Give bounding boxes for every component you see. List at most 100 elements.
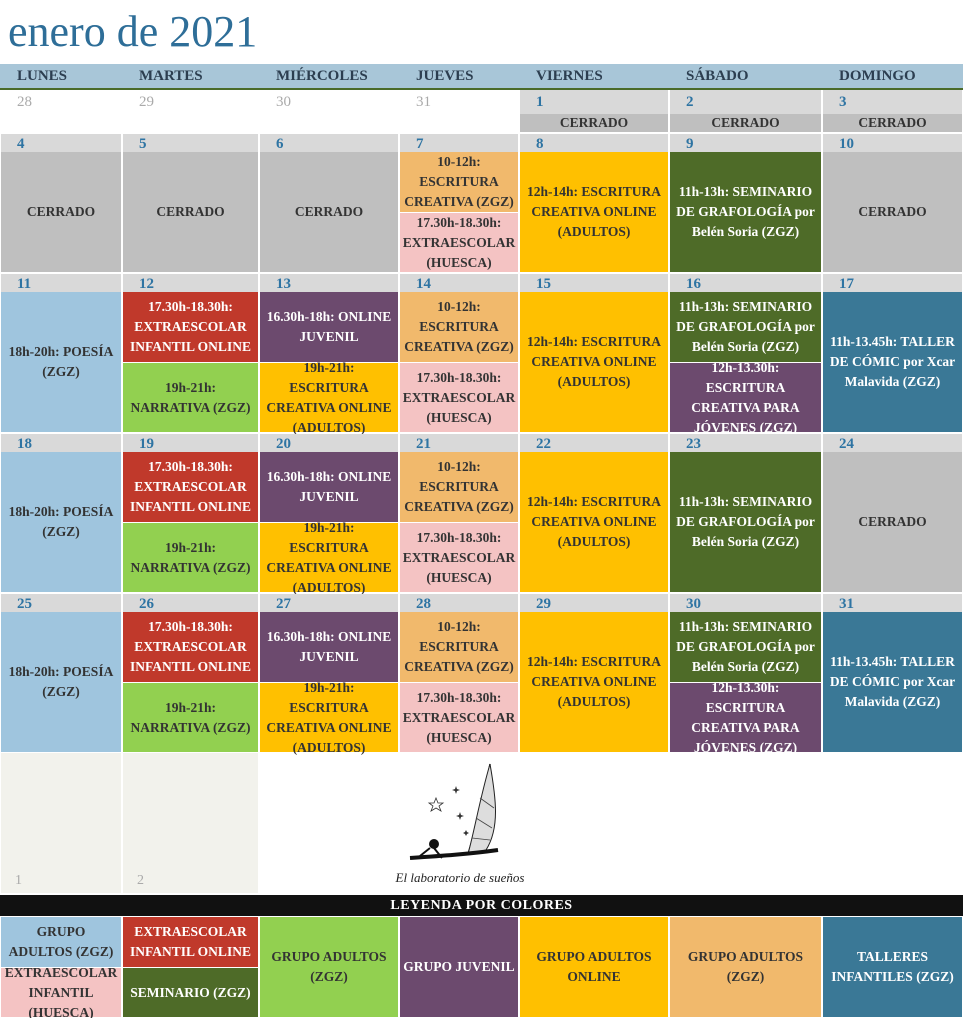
legend-item: GRUPO ADULTOS ONLINE — [520, 917, 668, 1017]
event-cell: 17.30h-18.30h: EXTRAESCOLAR (HUESCA) — [400, 683, 518, 752]
day-number: 20 — [260, 434, 398, 452]
weekday-label: MIÉRCOLES — [276, 68, 368, 84]
event-cell: CERRADO — [823, 452, 962, 592]
day-number: 1 — [520, 90, 668, 114]
weekday-label: LUNES — [17, 68, 68, 84]
day-number: 31 — [823, 594, 962, 612]
day-number: 1 — [15, 873, 22, 888]
event-cell: 16.30h-18h: ONLINE JUVENIL — [260, 292, 398, 362]
day-number: 21 — [400, 434, 518, 452]
event-cell: 19h-21h: ESCRITURA CREATIVA ONLINE (ADUL… — [260, 680, 398, 755]
event-cell: 18h-20h: POESÍA (ZGZ) — [1, 292, 121, 432]
event-cell: 12h-14h: ESCRITURA CREATIVA ONLINE (ADUL… — [520, 612, 668, 752]
event-cell: 17.30h-18.30h: EXTRAESCOLAR (HUESCA) — [400, 363, 518, 432]
weekday-label: VIERNES — [536, 68, 603, 84]
day-number: 3 — [823, 90, 962, 114]
day-number: 31 — [400, 90, 518, 114]
day-number: 2 — [137, 873, 144, 888]
event-cell: 11h-13h: SEMINARIO DE GRAFOLOGÍA por Bel… — [670, 152, 821, 272]
event-cell: CERRADO — [823, 152, 962, 272]
event-cell: 11h-13h: SEMINARIO DE GRAFOLOGÍA por Bel… — [670, 612, 821, 682]
header-bar — [0, 64, 963, 90]
legend-item: SEMINARIO (ZGZ) — [123, 968, 258, 1017]
empty-day: 1 — [1, 753, 121, 893]
month-title: enero de 2021 — [8, 7, 258, 56]
day-number: 2 — [670, 90, 821, 114]
day-number: 7 — [400, 134, 518, 152]
event-cell: 10-12h: ESCRITURA CREATIVA (ZGZ) — [400, 612, 518, 682]
event-cell: 19h-21h: ESCRITURA CREATIVA ONLINE (ADUL… — [260, 360, 398, 435]
event-cell: 12h-14h: ESCRITURA CREATIVA ONLINE (ADUL… — [520, 292, 668, 432]
day-number: 28 — [1, 90, 121, 114]
event-cell: 12h-13.30h: ESCRITURA CREATIVA PARA JÓVE… — [670, 360, 821, 435]
day-number: 13 — [260, 274, 398, 292]
legend-item: GRUPO ADULTOS (ZGZ) — [670, 917, 821, 1017]
day-number: 24 — [823, 434, 962, 452]
logo-caption: El laboratorio de sueños — [395, 870, 525, 885]
day-number: 4 — [1, 134, 121, 152]
event-cell: 17.30h-18.30h: EXTRAESCOLAR INFANTIL ONL… — [123, 612, 258, 682]
event-cell: 16.30h-18h: ONLINE JUVENIL — [260, 612, 398, 682]
legend-item: GRUPO JUVENIL — [400, 917, 518, 1017]
event-cell: 10-12h: ESCRITURA CREATIVA (ZGZ) — [400, 152, 518, 212]
day-number: 15 — [520, 274, 668, 292]
day-number: 27 — [260, 594, 398, 612]
day-number: 26 — [123, 594, 258, 612]
event-cell: 19h-21h: NARRATIVA (ZGZ) — [123, 683, 258, 752]
legend-title: LEYENDA POR COLORES — [0, 895, 963, 916]
event-cell: CERRADO — [823, 114, 962, 132]
event-cell: 18h-20h: POESÍA (ZGZ) — [1, 452, 121, 592]
day-number: 8 — [520, 134, 668, 152]
day-number: 6 — [260, 134, 398, 152]
day-number: 25 — [1, 594, 121, 612]
weekday-label: JUEVES — [416, 68, 474, 84]
weekday-label: MARTES — [139, 68, 203, 84]
empty-day: 2 — [123, 753, 258, 893]
event-cell: CERRADO — [520, 114, 668, 132]
day-number: 16 — [670, 274, 821, 292]
event-cell: 12h-13.30h: ESCRITURA CREATIVA PARA JÓVE… — [670, 680, 821, 755]
legend-item: EXTRAESCOLAR INFANTIL ONLINE — [123, 917, 258, 967]
event-cell: CERRADO — [670, 114, 821, 132]
event-cell: 18h-20h: POESÍA (ZGZ) — [1, 612, 121, 752]
weekday-label: SÁBADO — [686, 68, 749, 84]
legend-item: EXTRAESCOLAR INFANTIL (HUESCA) — [1, 965, 121, 1018]
day-number: 17 — [823, 274, 962, 292]
day-number: 10 — [823, 134, 962, 152]
event-cell: 19h-21h: ESCRITURA CREATIVA ONLINE (ADUL… — [260, 520, 398, 595]
logo — [409, 763, 499, 860]
event-cell: 10-12h: ESCRITURA CREATIVA (ZGZ) — [400, 292, 518, 362]
event-cell: 19h-21h: NARRATIVA (ZGZ) — [123, 363, 258, 432]
event-cell: 17.30h-18.30h: EXTRAESCOLAR (HUESCA) — [400, 523, 518, 592]
day-number: 14 — [400, 274, 518, 292]
day-number: 30 — [670, 594, 821, 612]
event-cell: 17.30h-18.30h: EXTRAESCOLAR INFANTIL ONL… — [123, 452, 258, 522]
event-cell: 17.30h-18.30h: EXTRAESCOLAR INFANTIL ONL… — [123, 292, 258, 362]
legend-item: GRUPO ADULTOS (ZGZ) — [260, 917, 398, 1017]
event-cell: CERRADO — [1, 152, 121, 272]
event-cell: 17.30h-18.30h: EXTRAESCOLAR (HUESCA) — [400, 213, 518, 272]
day-number: 29 — [520, 594, 668, 612]
legend-item: GRUPO ADULTOS (ZGZ) — [1, 917, 121, 967]
day-number: 22 — [520, 434, 668, 452]
day-number: 5 — [123, 134, 258, 152]
event-cell: 12h-14h: ESCRITURA CREATIVA ONLINE (ADUL… — [520, 152, 668, 272]
day-number: 29 — [123, 90, 258, 114]
event-cell: 11h-13h: SEMINARIO DE GRAFOLOGÍA por Bel… — [670, 292, 821, 362]
event-cell: 19h-21h: NARRATIVA (ZGZ) — [123, 523, 258, 592]
day-number: 23 — [670, 434, 821, 452]
legend-item: TALLERES INFANTILES (ZGZ) — [823, 917, 962, 1017]
day-number: 18 — [1, 434, 121, 452]
day-number: 30 — [260, 90, 398, 114]
weekday-label: DOMINGO — [839, 68, 916, 84]
event-cell: CERRADO — [123, 152, 258, 272]
event-cell: 11h-13.45h: TALLER DE CÓMIC por Xcar Mal… — [823, 292, 962, 432]
day-number: 19 — [123, 434, 258, 452]
day-number: 9 — [670, 134, 821, 152]
event-cell: 12h-14h: ESCRITURA CREATIVA ONLINE (ADUL… — [520, 452, 668, 592]
event-cell: 11h-13h: SEMINARIO DE GRAFOLOGÍA por Bel… — [670, 452, 821, 592]
event-cell: 10-12h: ESCRITURA CREATIVA (ZGZ) — [400, 452, 518, 522]
day-number: 12 — [123, 274, 258, 292]
event-cell: 16.30h-18h: ONLINE JUVENIL — [260, 452, 398, 522]
